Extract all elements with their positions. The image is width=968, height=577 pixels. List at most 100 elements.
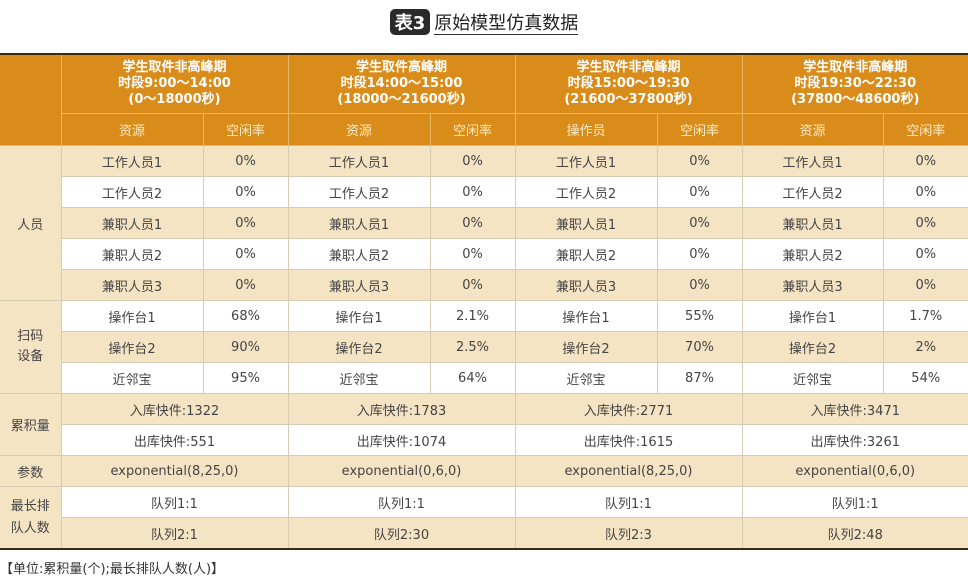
table-cell: exponential(8,25,0) [60, 455, 289, 487]
table-cell: 最长排队人数 [0, 486, 62, 550]
table-cell: 近邻宝 [514, 362, 658, 394]
table-name: 原始模型仿真数据 [434, 13, 579, 35]
table-cell: exponential(8,25,0) [514, 455, 743, 487]
table-cell: 操作台1 [741, 300, 884, 332]
table-cell: 近邻宝 [741, 362, 884, 394]
table-cell: 操作台2 [287, 331, 431, 363]
table-cell: 资源 [741, 113, 884, 146]
period-header: 学生取件非高峰期 时段19:30～22:30 (37800～48600秒) [741, 53, 968, 114]
table-cell: 工作人员1 [741, 145, 884, 177]
period-header: 学生取件非高峰期 时段9:00～14:00 (0～18000秒) [60, 53, 289, 114]
table-cell: 工作人员1 [287, 145, 431, 177]
table-row: 人员 工作人员1 0% 工作人员1 0% 工作人员1 0% 工作人员1 0% [0, 145, 968, 301]
table-cell: 0% [882, 238, 968, 270]
table-cell: 工作人员2 [741, 176, 884, 208]
table-cell: 兼职人员3 [287, 269, 431, 301]
table-cell: 近邻宝 [287, 362, 431, 394]
table-cell: 空闲率 [429, 113, 516, 146]
table-cell: 2.5% [429, 331, 516, 363]
table-cell: 队列1:1 [741, 486, 968, 518]
table-cell: 队列2:30 [287, 517, 516, 550]
table-row: 扫码设备 操作台1 68% 操作台1 2.1% 操作台1 55% 操作台1 1.7% [0, 300, 968, 394]
table-cell: 68% [202, 300, 289, 332]
table-cell: 兼职人员3 [61, 269, 204, 301]
table-cell: 出库快件:1615 [514, 424, 743, 456]
table-cell: 操作台1 [287, 300, 431, 332]
table-cell: 95% [202, 362, 289, 394]
table-cell: 空闲率 [882, 113, 968, 146]
period-header-row: 学生取件非高峰期 时段9:00～14:00 (0～18000秒) 学生取件高峰期 时段1… [0, 53, 968, 146]
table-cell: 入库快件:2771 [514, 393, 743, 425]
table-cell: 资源 [61, 113, 204, 146]
table-cell: 操作台2 [514, 331, 658, 363]
table-number-badge: 表3 [389, 9, 431, 35]
table-cell: 入库快件:1322 [60, 393, 289, 425]
table-cell: 空闲率 [202, 113, 289, 146]
subheader-row: 资源 空闲率 资源 空闲率 操作员 空闲率 资源 空闲率 [0, 113, 968, 146]
table-cell: 0% [882, 145, 968, 177]
table-cell: 0% [202, 238, 289, 270]
table-cell: 0% [429, 238, 516, 270]
table-cell: 2% [882, 331, 968, 363]
table-cell: 0% [882, 176, 968, 208]
table-cell: 出库快件:1074 [287, 424, 516, 456]
table-cell: 兼职人员1 [61, 207, 204, 239]
table-row: 近邻宝 95% 近邻宝 64% 近邻宝 87% 近邻宝 54% [0, 362, 968, 394]
table-cell: 兼职人员2 [514, 238, 658, 270]
table-row: 操作台2 90% 操作台2 2.5% 操作台2 70% 操作台2 2% [0, 331, 968, 363]
table-row: 出库快件:551 出库快件:1074 出库快件:1615 出库快件:3261 [0, 424, 968, 456]
table-cell: 0% [202, 269, 289, 301]
table-cell: 工作人员2 [61, 176, 204, 208]
table-cell: 0% [429, 207, 516, 239]
table-cell: 90% [202, 331, 289, 363]
table-cell: 0% [429, 269, 516, 301]
table-cell: 兼职人员3 [514, 269, 658, 301]
table-cell: 队列1:1 [287, 486, 516, 518]
table-cell: 操作台2 [61, 331, 204, 363]
table-cell: 操作台1 [514, 300, 658, 332]
period-header: 学生取件非高峰期 时段15:00～19:30 (21600～37800秒) [514, 53, 743, 114]
table-cell: 0% [882, 269, 968, 301]
table-cell: 0% [656, 176, 743, 208]
table-cell: 0% [656, 269, 743, 301]
table-cell: 0% [202, 176, 289, 208]
simulation-data-table: 学生取件非高峰期 时段9:00～14:00 (0～18000秒) 学生取件高峰期 时段1… [0, 53, 968, 550]
table-cell: 工作人员2 [514, 176, 658, 208]
table-cell: 兼职人员3 [741, 269, 884, 301]
table-cell: exponential(0,6,0) [287, 455, 516, 487]
table-row: 最长排队人数 队列1:1 队列1:1 队列1:1 队列1:1 [0, 486, 968, 550]
table-cell: 87% [656, 362, 743, 394]
table-cell: 兼职人员2 [287, 238, 431, 270]
table-cell: 空闲率 [656, 113, 743, 146]
table-cell: 0% [656, 238, 743, 270]
table-row: 队列2:1 队列2:30 队列2:3 队列2:48 [0, 517, 968, 550]
table-cell: 人员 [0, 145, 62, 301]
table-cell: 扫码设备 [0, 300, 62, 394]
table-cell: 工作人员1 [60, 145, 204, 177]
table-cell: 兼职人员1 [741, 207, 884, 239]
table-cell: 0% [882, 207, 968, 239]
table-cell: 兼职人员2 [741, 238, 884, 270]
table-cell: 0% [656, 207, 743, 239]
table-row: 兼职人员1 0% 兼职人员1 0% 兼职人员1 0% 兼职人员1 0% [0, 207, 968, 239]
table-cell: 队列2:1 [61, 517, 289, 550]
unit-note: 【单位:累积量(个);最长排队人数(人)】 [0, 562, 225, 577]
table-row: 累积量 入库快件:1322 入库快件:1783 入库快件:2771 入库快件:3471 [0, 393, 968, 456]
table-cell: 操作台1 [60, 300, 204, 332]
table-cell: 兼职人员2 [61, 238, 204, 270]
table-cell: 参数 [0, 455, 62, 487]
table-title: 表3 原始模型仿真数据 [0, 9, 968, 35]
table-cell: 出库快件:3261 [741, 424, 968, 456]
table-row: 参数 exponential(8,25,0) exponential(0,6,0) e… [0, 455, 968, 487]
table-cell: 55% [656, 300, 743, 332]
table-cell: 队列2:48 [741, 517, 968, 550]
table-cell: 0% [202, 207, 289, 239]
table-cell: 近邻宝 [61, 362, 204, 394]
table-cell: 0% [429, 145, 516, 177]
table-cell: 工作人员1 [514, 145, 658, 177]
table-row: 工作人员2 0% 工作人员2 0% 工作人员2 0% 工作人员2 0% [0, 176, 968, 208]
table-cell: 70% [656, 331, 743, 363]
table-cell: 54% [882, 362, 968, 394]
table-cell: 操作员 [514, 113, 658, 146]
table-cell: 队列2:3 [514, 517, 743, 550]
